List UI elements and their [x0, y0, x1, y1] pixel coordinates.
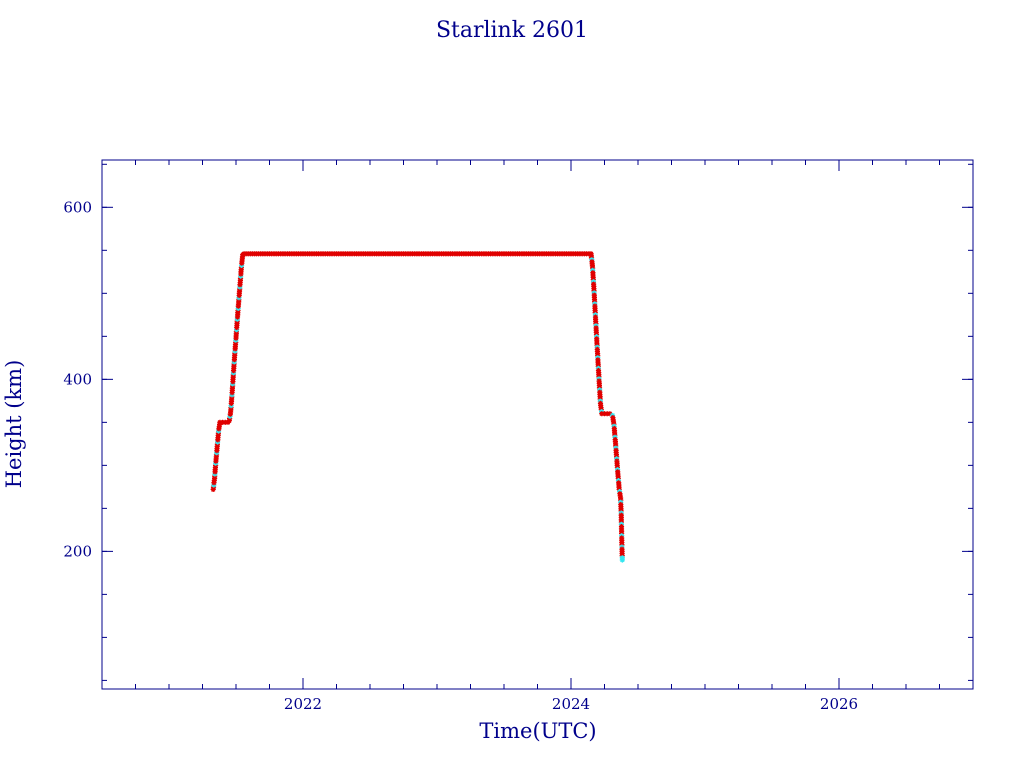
y-tick-label: 200 — [63, 542, 92, 560]
x-tick-label: 2026 — [820, 695, 858, 713]
axis-tick-labels: 2022 2024 2026 200 400 600 — [63, 198, 858, 713]
data-point — [222, 419, 228, 425]
data-point — [601, 411, 608, 417]
series-line — [212, 253, 623, 561]
x-tick-label: 2024 — [552, 695, 590, 713]
axis-ticks — [101, 160, 974, 689]
y-axis-label: Height (km) — [2, 360, 26, 489]
chart-title: Starlink 2601 — [436, 18, 588, 43]
x-tick-label: 2022 — [284, 695, 322, 713]
plot-frame — [101, 159, 974, 690]
data-point — [599, 411, 605, 417]
x-axis-label: Time(UTC) — [479, 719, 596, 743]
data-point — [619, 557, 625, 563]
data-point — [604, 411, 610, 417]
data-markers — [210, 251, 625, 563]
data-point — [217, 419, 223, 425]
data-point — [220, 419, 226, 425]
data-point — [607, 411, 613, 417]
y-tick-label: 600 — [63, 198, 92, 216]
y-tick-label: 400 — [63, 370, 92, 388]
series-line-group — [212, 253, 623, 561]
